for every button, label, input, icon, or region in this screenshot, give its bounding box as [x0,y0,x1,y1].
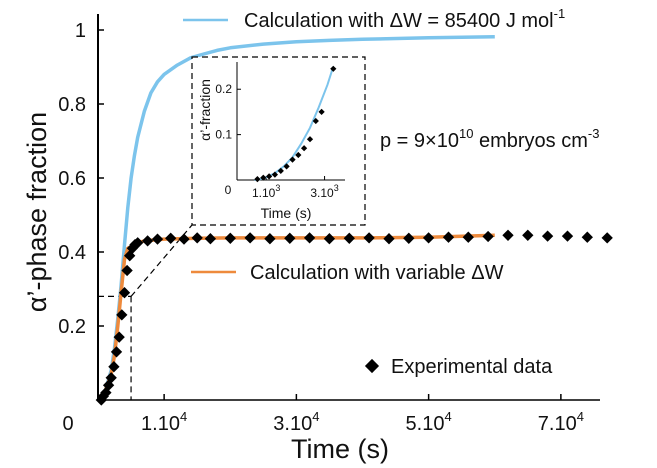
data-point [224,232,236,244]
embryo-density-annotation: p = 9×1010 embryos cm-3 [380,126,599,152]
data-point [178,233,190,245]
data-point [323,233,336,245]
x-tick-label: 1.104 [141,409,187,435]
inset-x-tick-label: 1.103 [252,183,280,200]
data-point [541,230,554,242]
inset-data-point [260,174,267,181]
x-tick-label: 5.104 [406,409,452,435]
data-point [522,229,534,241]
inset-data-point [300,145,308,152]
inset-y-ticks: 0.1 0.2 [215,82,241,142]
inset-data-point [318,108,325,116]
data-point [151,233,164,245]
y-axis-label: α’-phase fraction [22,112,52,312]
zoom-guides [98,224,193,400]
legend: Calculation with ΔW = 85400 J mol-1 Calc… [183,6,565,378]
data-point [462,231,474,243]
inset-x-origin-label: 0 [225,183,232,197]
legend-item-experimental: Experimental data [364,356,553,378]
inset-x-axis-label: Time (s) [261,205,312,221]
data-point [422,232,435,244]
inset-data-point [330,65,337,72]
inset-plot: α’-fraction Time (s) 0 0.1 0.2 1.103 3.103 [191,56,366,226]
legend-label-blue: Calculation with ΔW = 85400 J mol-1 [244,6,565,32]
data-point [561,230,574,242]
inset-data-point [265,173,273,180]
inset-data-point [289,156,296,163]
inset-data-point [306,136,314,143]
data-point [165,232,177,244]
data-point [482,230,494,243]
inset-y-tick-label: 0.2 [215,82,232,96]
inset-data-point [254,175,261,183]
data-point [442,231,455,243]
inset-data-point [271,171,279,178]
inset-y-tick-label: 0.1 [215,128,232,142]
x-ticks: 1.104 3.104 5.104 7.104 [141,394,584,435]
y-tick-label: 0.4 [58,242,86,264]
data-point [502,229,514,241]
data-point [303,232,316,244]
data-point [204,233,217,245]
data-point [191,232,203,244]
inset-y-axis-label: α’-fraction [197,79,213,141]
legend-marker-diamond [364,358,380,374]
inset-x-tick-label: 3.103 [310,183,338,200]
inset-data-point [295,151,302,159]
y-tick-label: 0.6 [58,168,86,190]
x-tick-label: 7.104 [538,409,584,435]
data-point [141,235,154,247]
legend-label-experimental: Experimental data [391,356,553,378]
y-tick-label: 0.2 [58,316,86,338]
data-point [343,232,355,244]
x-axis-label: Time (s) [291,434,389,464]
data-point [581,231,593,243]
inset-data-point [312,117,319,125]
y-tick-label: 0.8 [58,94,86,116]
y-tick-label: 1 [75,20,86,42]
data-point [383,233,395,245]
inset-frame [191,56,366,226]
x-tick-label: 3.104 [273,409,319,435]
x-origin-label: 0 [62,413,73,435]
legend-label-orange: Calculation with variable ΔW [250,262,504,284]
inset-data-point [277,167,284,175]
data-point [244,232,256,244]
legend-item-orange: Calculation with variable ΔW [191,262,504,284]
inset-data-point [283,163,290,170]
data-point [601,232,613,244]
data-point [363,232,375,244]
data-point [264,233,276,245]
inset-series [254,65,337,183]
zoom-connector-lower [130,224,193,297]
inset-x-ticks: 1.103 3.103 [252,176,339,200]
y-ticks: 0.2 0.4 0.6 0.8 1 [58,20,104,338]
data-point [403,232,415,244]
data-point [284,232,296,244]
legend-item-blue: Calculation with ΔW = 85400 J mol-1 [183,6,565,32]
